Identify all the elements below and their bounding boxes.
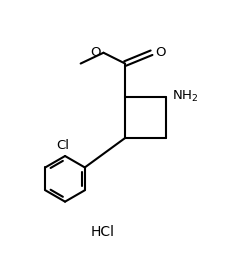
Text: O: O — [155, 45, 166, 59]
Text: Cl: Cl — [56, 139, 69, 152]
Text: HCl: HCl — [90, 225, 114, 239]
Text: O: O — [90, 45, 100, 59]
Text: NH$_2$: NH$_2$ — [172, 89, 198, 104]
